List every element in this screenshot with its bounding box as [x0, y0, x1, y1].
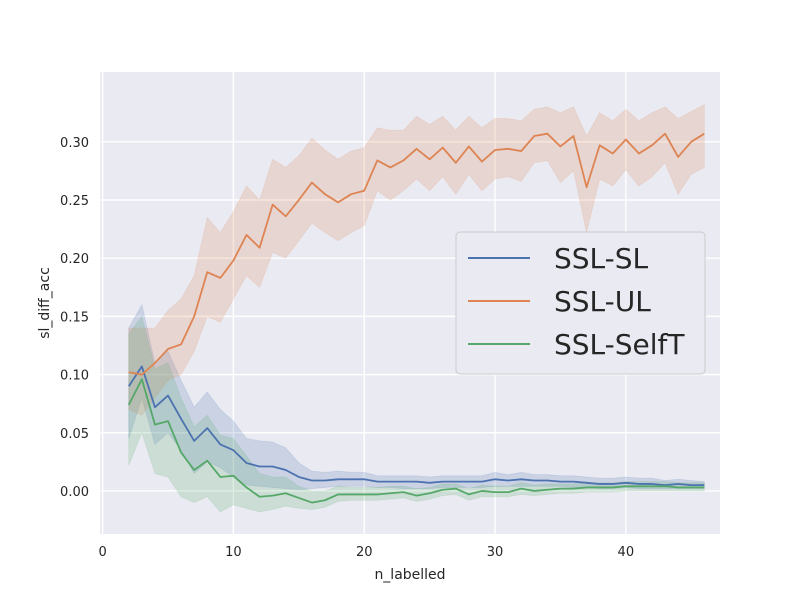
legend-box: [455, 231, 706, 375]
series-lines: [127, 132, 705, 504]
legend-label-ssl-sl: SSL-SL: [554, 242, 649, 275]
y-tick-label: 0.10: [60, 369, 89, 384]
y-tick-label: 0.30: [60, 136, 89, 151]
confidence-bands: [128, 103, 705, 513]
band-ssl-selft: [128, 315, 705, 513]
y-tick-label: 0.25: [60, 194, 89, 209]
x-tick-label: 20: [356, 545, 373, 560]
y-tick-label: 0.00: [60, 485, 89, 500]
x-tick-label: 30: [487, 545, 504, 560]
x-tick-label: 10: [225, 545, 242, 560]
legend-label-ssl-ul: SSL-UL: [554, 285, 651, 318]
legend-label-ssl-selft: SSL-SelfT: [554, 328, 685, 361]
x-axis-ticks: 0 10 20 30 40: [98, 545, 634, 560]
y-tick-label: 0.15: [60, 310, 89, 325]
x-tick-label: 0: [98, 545, 106, 560]
band-ssl-sl: [128, 303, 705, 491]
x-axis-label: n_labelled: [374, 567, 445, 583]
line-ssl-selft: [127, 378, 705, 504]
y-axis-label: sl_diff_acc: [37, 267, 53, 339]
legend: SSL-SL SSL-UL SSL-SelfT: [455, 231, 706, 375]
y-axis-ticks: 0.00 0.05 0.10 0.15 0.20 0.25 0.30: [60, 136, 89, 500]
y-tick-label: 0.20: [60, 252, 89, 267]
band-ssl-ul: [128, 103, 705, 416]
x-tick-label: 40: [618, 545, 635, 560]
line-ssl-ul: [128, 132, 705, 376]
y-tick-label: 0.05: [60, 427, 89, 442]
line-ssl-sl: [128, 365, 705, 487]
